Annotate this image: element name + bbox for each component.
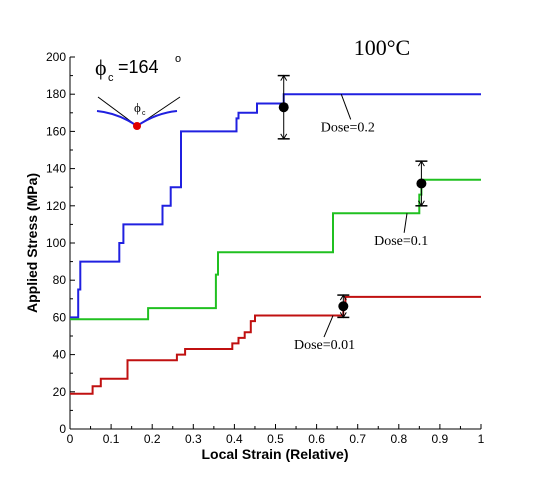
contact-angle-degree: o [175, 53, 181, 65]
error-arrow-low [280, 133, 288, 140]
data-point [278, 102, 289, 113]
x-tick-label: 0.2 [144, 432, 161, 446]
y-tick-label: 180 [46, 87, 66, 101]
x-tick-label: 0.7 [349, 432, 366, 446]
y-tick-label: 140 [46, 162, 66, 176]
label-leader-line [323, 315, 334, 338]
series-label: Dose=0.2 [321, 120, 375, 135]
data-point [338, 301, 349, 312]
error-arrow-high [280, 74, 288, 81]
x-tick-label: 0.3 [185, 432, 202, 446]
y-ticks: 0 20 40 60 80 100 120 140 160 180 200 [46, 50, 75, 436]
label-leader-line [340, 94, 352, 120]
y-tick-label: 100 [46, 236, 66, 250]
contact-angle-inset: ϕ c [96, 96, 181, 130]
y-tick-label: 0 [59, 422, 66, 436]
series-line [70, 295, 481, 395]
x-axis-title: Local Strain (Relative) [201, 446, 348, 462]
series-dose-0-2: Dose=0.2 [70, 74, 481, 319]
y-tick-label: 60 [53, 310, 67, 324]
label-leader-line [403, 213, 408, 233]
y-tick-label: 120 [46, 199, 66, 213]
error-arrow-low [339, 312, 347, 319]
inset-angle-symbol: ϕ [134, 100, 141, 115]
series-dose-0-1: Dose=0.1 [70, 160, 481, 321]
contact-angle-value: =164 [118, 57, 159, 77]
series-line [70, 93, 481, 319]
y-tick-label: 160 [46, 124, 66, 138]
series-dose-0-01: Dose=0.01 [70, 294, 481, 395]
axes: 0 0.1 0.2 0.3 0.4 0.5 0.6 0.7 0.8 0.9 1 0 20 40 60 80 1… [46, 50, 485, 446]
contact-angle-subscript: c [108, 72, 114, 84]
error-arrow-high [339, 294, 347, 301]
error-arrow-low [417, 200, 425, 207]
x-tick-label: 0.9 [432, 432, 449, 446]
x-tick-label: 1 [478, 432, 485, 446]
y-tick-label: 40 [53, 348, 67, 362]
error-arrow-high [417, 160, 425, 167]
y-tick-label: 80 [53, 273, 67, 287]
x-tick-label: 0.6 [308, 432, 325, 446]
series-layer: Dose=0.2 Dose=0.1 Dose=0.01 [70, 74, 481, 395]
inset-angle-subscript: c [142, 110, 146, 117]
x-tick-label: 0.5 [267, 432, 284, 446]
x-tick-label: 0.4 [226, 432, 243, 446]
x-tick-label: 0.1 [103, 432, 120, 446]
y-axis-title: Applied Stress (MPa) [24, 173, 40, 313]
x-tick-label: 0 [67, 432, 74, 446]
contact-angle-label: ϕ c =164 o [95, 53, 181, 84]
series-label: Dose=0.1 [374, 234, 428, 249]
y-tick-label: 200 [46, 50, 66, 64]
triple-junction-dot [133, 122, 141, 130]
data-point [416, 178, 427, 189]
series-line [70, 178, 481, 321]
condition-label: 100°C [354, 35, 410, 60]
y-tick-label: 20 [53, 385, 67, 399]
x-ticks: 0 0.1 0.2 0.3 0.4 0.5 0.6 0.7 0.8 0.9 1 [67, 424, 485, 446]
x-tick-label: 0.8 [390, 432, 407, 446]
contact-angle-symbol: ϕ [95, 55, 107, 80]
series-label: Dose=0.01 [294, 338, 355, 353]
